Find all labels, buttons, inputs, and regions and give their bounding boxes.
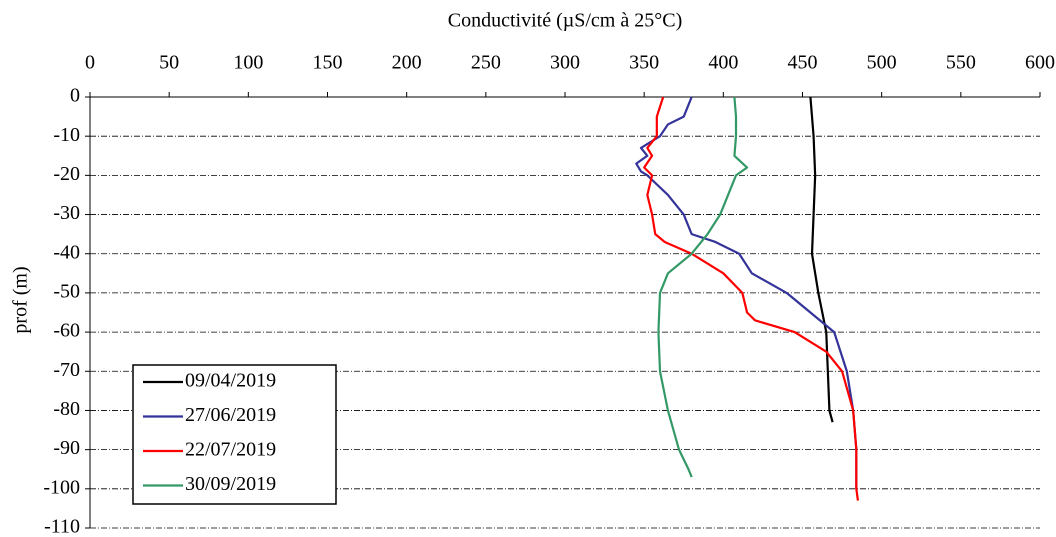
x-tick-label: 550 [946, 52, 976, 74]
legend-box [132, 364, 337, 505]
x-tick-label: 250 [471, 52, 501, 74]
x-tick-label: 300 [550, 52, 580, 74]
y-tick-label: -50 [53, 281, 80, 303]
series-line [657, 96, 749, 478]
x-tick-label: 0 [85, 52, 95, 74]
y-tick-label: -100 [43, 476, 80, 498]
x-tick-label: 400 [708, 52, 738, 74]
x-tick-label: 150 [313, 52, 343, 74]
series-line [809, 96, 834, 423]
y-tick-label: -90 [53, 437, 80, 459]
x-tick-label: 500 [867, 52, 897, 74]
x-tick-label: 50 [159, 52, 179, 74]
x-tick-label: 450 [788, 52, 818, 74]
x-tick-label: 100 [233, 52, 263, 74]
y-tick-label: -70 [53, 359, 80, 381]
y-tick-label: -30 [53, 202, 80, 224]
y-axis-title: prof (m) [10, 266, 32, 333]
y-tick-label: -10 [53, 124, 80, 146]
y-tick-label: -80 [53, 398, 80, 420]
legend-label: 09/04/2019 [185, 370, 276, 392]
legend-label: 27/06/2019 [185, 404, 276, 426]
y-tick-label: 0 [70, 85, 80, 107]
y-tick-label: -110 [44, 516, 80, 537]
x-tick-label: 200 [392, 52, 422, 74]
x-tick-label: 350 [629, 52, 659, 74]
y-tick-label: -40 [53, 241, 80, 263]
x-axis-title: Conductivité (µS/cm à 25°C) [448, 10, 683, 32]
series-line [635, 96, 858, 489]
x-tick-label: 600 [1025, 52, 1055, 74]
legend-label: 22/07/2019 [185, 439, 276, 461]
legend-label: 30/09/2019 [185, 473, 276, 495]
y-tick-label: -20 [53, 163, 80, 185]
y-tick-label: -60 [53, 320, 80, 342]
